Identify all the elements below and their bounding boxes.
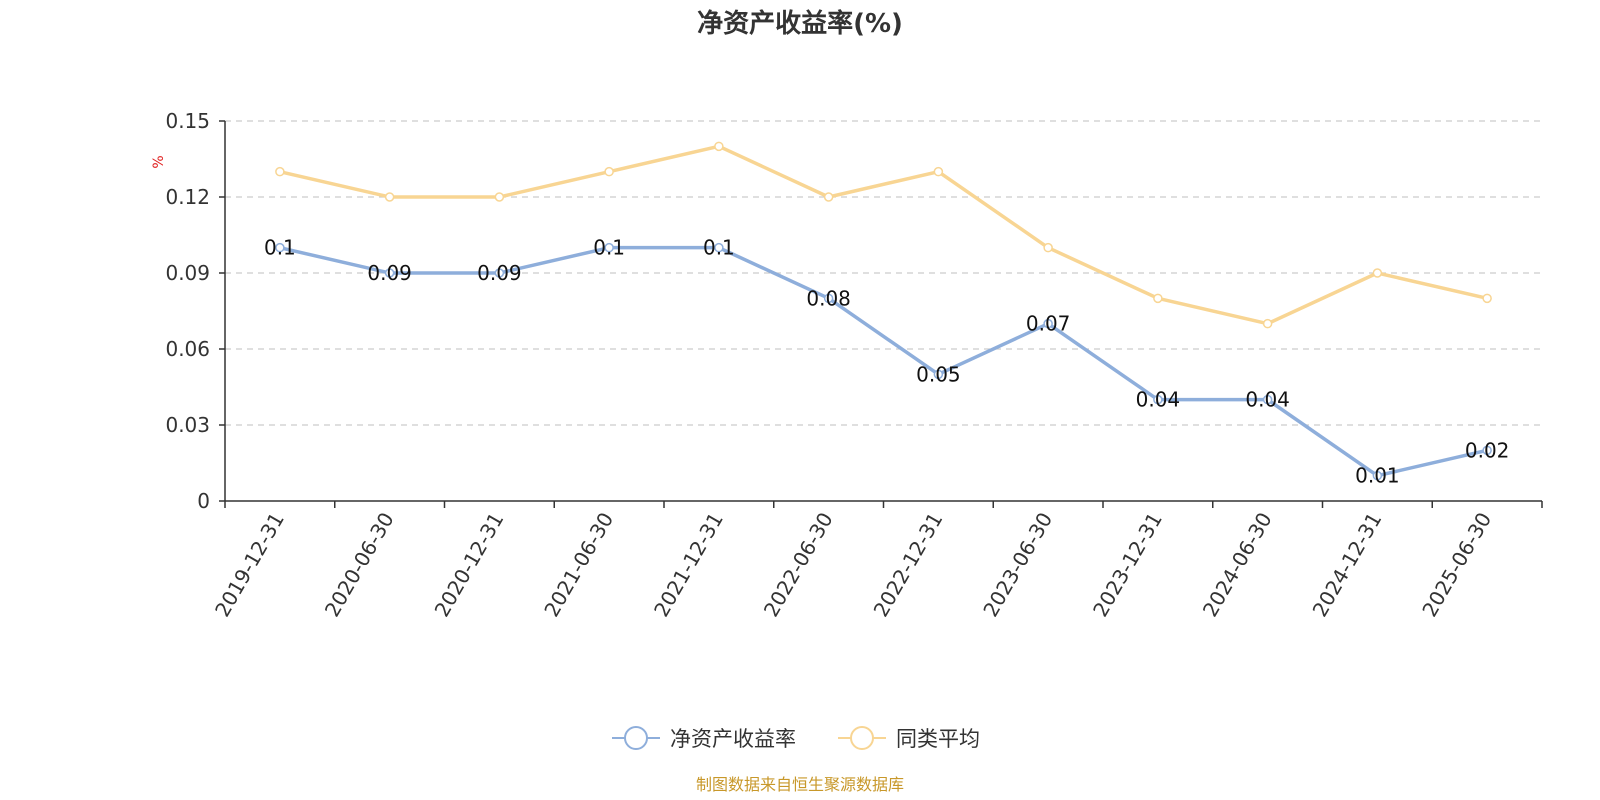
data-point (1482, 445, 1492, 456)
y-tick-label: 0.09 (165, 261, 210, 285)
data-label: 0.09 (477, 261, 522, 285)
data-point (714, 242, 724, 253)
data-source-note: 制图数据来自恒生聚源数据库 (696, 775, 904, 794)
data-point (823, 293, 834, 304)
y-tick-label: 0.03 (165, 413, 210, 437)
data-point (384, 192, 395, 202)
legend-item[interactable]: 净资产收益率 (612, 726, 796, 751)
data-label: 0.07 (1026, 312, 1071, 336)
data-label: 0.09 (367, 261, 412, 285)
data-label: 0.04 (1136, 388, 1181, 412)
data-point (275, 242, 285, 253)
data-point (933, 369, 944, 380)
x-tick-label: 2020-06-30 (320, 508, 399, 621)
series-line (279, 245, 1488, 478)
data-point (1372, 268, 1383, 278)
series-line (279, 144, 1488, 326)
y-tick-label: 0 (197, 489, 210, 513)
x-tick-label: 2022-12-31 (869, 508, 948, 621)
data-point (823, 192, 834, 202)
x-tick-label: 2024-06-30 (1198, 508, 1277, 621)
y-tick-label: 0.15 (165, 109, 210, 133)
series-group: 0.1 0.09 0.09 0.1 0.1 0.08 0.05 0.07 0.04 0.04 0.0… (264, 141, 1510, 488)
x-tick-label: 2025-06-30 (1417, 508, 1496, 621)
y-tick-label: 0.12 (165, 185, 210, 209)
data-label: 0.1 (264, 236, 296, 260)
x-tick-label: 2021-06-30 (539, 508, 618, 621)
data-point (604, 242, 614, 253)
legend[interactable]: 净资产收益率 同类平均 (612, 726, 980, 751)
data-point (275, 166, 285, 177)
data-point (1262, 318, 1273, 329)
x-tick-label: 2023-06-30 (978, 508, 1057, 621)
data-label: 0.02 (1465, 438, 1510, 462)
data-label: 0.01 (1355, 464, 1400, 488)
data-label: 0.08 (806, 286, 851, 310)
data-label: 0.1 (703, 236, 735, 260)
legend-marker-icon (624, 726, 648, 750)
data-point (1043, 242, 1053, 253)
data-point (604, 166, 614, 177)
x-axis: 2019-12-31 2020-06-30 2020-12-31 2021-06-30… (210, 500, 1543, 621)
legend-label: 同类平均 (896, 727, 980, 751)
data-label: 0.1 (593, 236, 625, 260)
x-tick-label: 2020-12-31 (430, 508, 509, 621)
data-point (1262, 394, 1273, 405)
legend-item[interactable]: 同类平均 (838, 726, 980, 751)
x-tick-label: 2019-12-31 (210, 508, 289, 621)
legend-label: 净资产收益率 (670, 727, 796, 751)
x-tick-label: 2023-12-31 (1088, 508, 1167, 621)
x-tick-label: 2021-12-31 (649, 508, 728, 621)
data-point (1372, 470, 1383, 481)
legend-marker-icon (850, 726, 874, 750)
x-tick-label: 2024-12-31 (1308, 508, 1387, 621)
data-point (714, 141, 724, 152)
x-tick-label: 2022-06-30 (759, 508, 838, 621)
y-axis-ticks: 0 0.03 0.06 0.09 0.12 0.15 (165, 109, 226, 513)
chart-title: 净资产收益率(%) (697, 8, 903, 39)
data-point (384, 268, 395, 278)
data-point (1482, 293, 1492, 304)
data-label: 0.05 (916, 362, 961, 386)
y-axis-unit: % (151, 155, 167, 168)
data-point (494, 268, 505, 278)
data-point (494, 192, 505, 202)
data-point (1153, 293, 1163, 304)
data-point (1043, 318, 1053, 329)
data-point (1153, 394, 1163, 405)
data-label: 0.04 (1245, 388, 1290, 412)
y-tick-label: 0.06 (165, 337, 210, 361)
data-point (933, 166, 944, 177)
